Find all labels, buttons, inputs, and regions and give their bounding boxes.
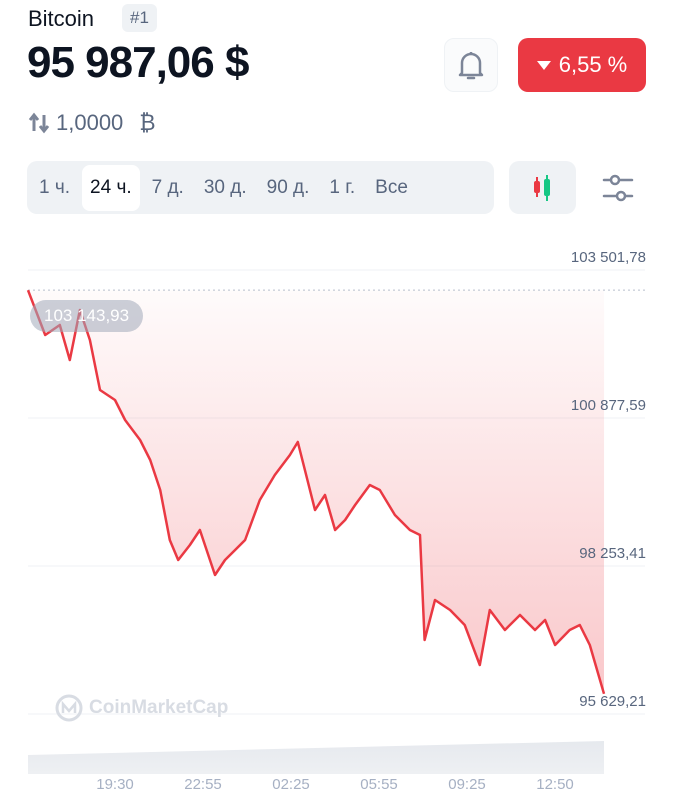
x-tick-label: 19:30 bbox=[96, 776, 134, 793]
tab-0[interactable]: 1 ч. bbox=[39, 176, 71, 198]
y-tick-label: 98 253,41 bbox=[579, 544, 646, 562]
y-tick-label: 95 629,21 bbox=[579, 693, 646, 710]
chart-settings-button[interactable] bbox=[600, 170, 636, 206]
price-alert-button[interactable] bbox=[444, 38, 498, 92]
rank-badge: #1 bbox=[122, 4, 157, 32]
coinmarketcap-logo bbox=[55, 694, 83, 722]
watermark: CoinMarketCap bbox=[55, 694, 228, 722]
tab-4[interactable]: 90 д. bbox=[266, 176, 310, 198]
tab-1[interactable]: 24 ч. bbox=[82, 164, 140, 211]
timeframe-tabs: 1 ч. 24 ч. 7 д. 30 д. 90 д. 1 г. Все bbox=[27, 161, 494, 214]
candlestick-toggle-button[interactable] bbox=[509, 161, 576, 214]
price-line bbox=[26, 289, 606, 695]
sliders-icon bbox=[602, 174, 634, 202]
tab-3[interactable]: 30 д. bbox=[203, 176, 247, 198]
x-tick-label: 02:25 bbox=[272, 776, 310, 793]
x-tick-label: 22:55 bbox=[184, 776, 222, 793]
tab-2[interactable]: 7 д. bbox=[151, 176, 184, 198]
x-tick-label: 05:55 bbox=[360, 776, 398, 793]
start-price-label: 103 143,93 bbox=[30, 300, 144, 332]
coin-name: Bitcoin bbox=[28, 6, 95, 31]
swap-arrows-icon bbox=[28, 112, 50, 134]
price-area-fill bbox=[28, 290, 605, 694]
conversion-symbol: ₿ bbox=[139, 110, 156, 135]
conversion[interactable]: 1,0000 ₿ bbox=[28, 110, 156, 136]
change-value: 6,55 % bbox=[558, 52, 628, 77]
y-tick-label: 100 877,59 bbox=[570, 397, 646, 414]
volume-bars bbox=[28, 741, 604, 774]
conversion-amount: 1,0000 bbox=[56, 110, 124, 135]
change-badge: 6,55 % bbox=[518, 38, 646, 92]
candlestick-icon bbox=[534, 175, 550, 201]
tab-5[interactable]: 1 г. bbox=[329, 176, 356, 198]
x-tick-label: 12:50 bbox=[536, 776, 574, 793]
x-tick-label: 09:25 bbox=[448, 776, 486, 793]
tab-6[interactable]: Все bbox=[375, 176, 408, 198]
bell-icon bbox=[458, 52, 484, 80]
y-tick-label: 103 501,78 bbox=[570, 249, 646, 266]
current-price: 95 987,06 $ bbox=[27, 38, 249, 87]
caret-down-icon bbox=[536, 60, 551, 70]
